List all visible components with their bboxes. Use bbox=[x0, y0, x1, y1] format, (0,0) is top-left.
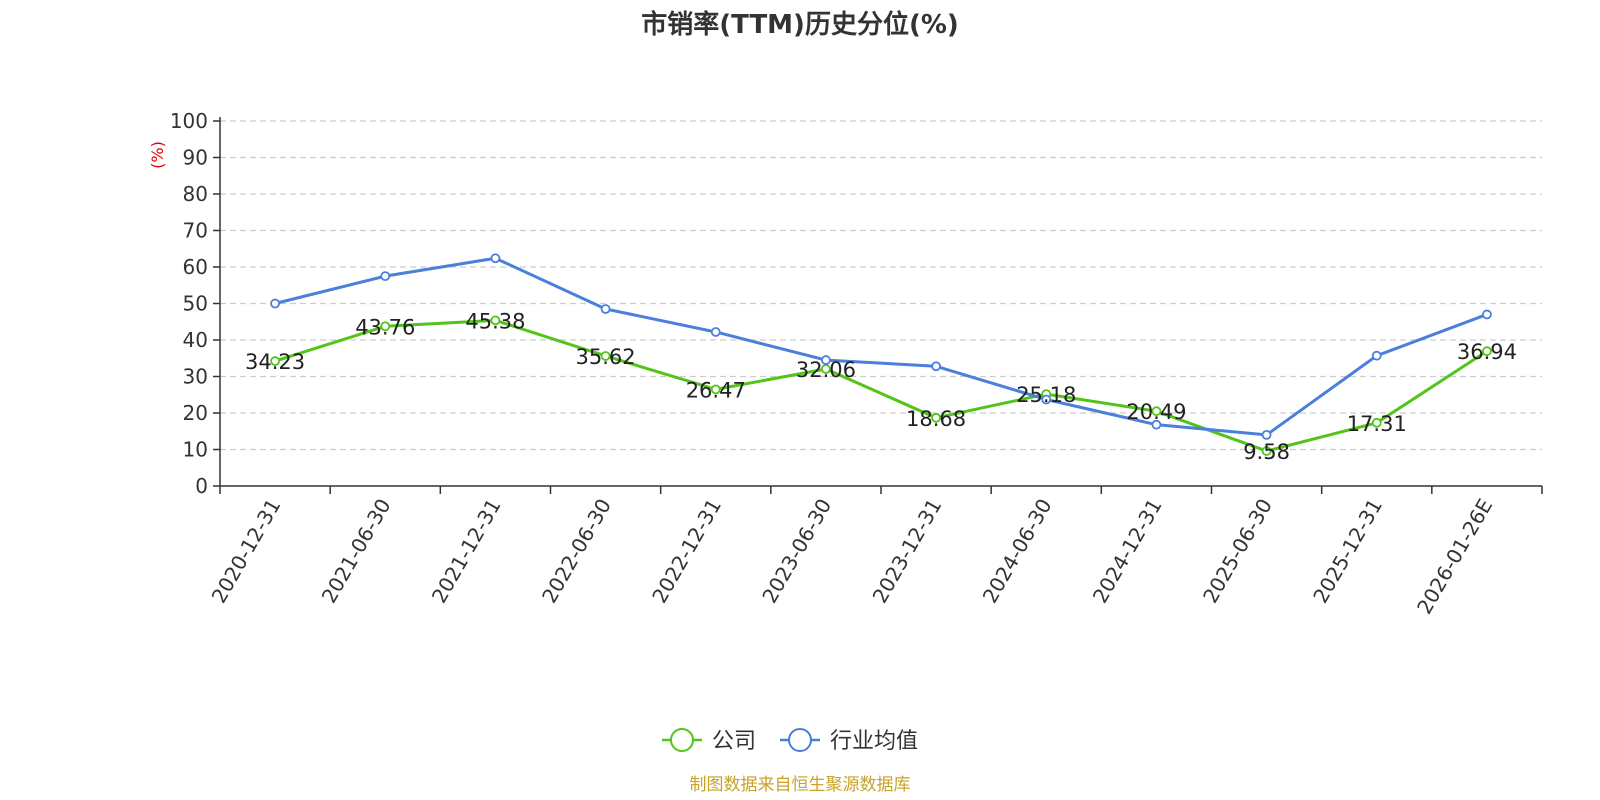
x-tick-label: 2024-06-30 bbox=[978, 495, 1057, 608]
data-point[interactable] bbox=[270, 356, 280, 366]
x-tick-label: 2024-12-31 bbox=[1088, 495, 1167, 608]
data-point[interactable] bbox=[931, 412, 941, 423]
series-company bbox=[270, 315, 1492, 456]
data-label: 43.76 bbox=[355, 315, 415, 339]
legend-label: 行业均值 bbox=[830, 729, 918, 754]
x-tick-label: 2023-06-30 bbox=[757, 495, 836, 608]
y-tick-label: 90 bbox=[183, 146, 208, 170]
data-point[interactable] bbox=[1151, 419, 1162, 430]
legend-item-industry-average[interactable]: 行业均值 bbox=[780, 728, 918, 754]
legend-marker-icon bbox=[788, 728, 812, 752]
x-tick-label: 2026-01-26E bbox=[1412, 495, 1497, 619]
data-label: 17.31 bbox=[1347, 412, 1407, 436]
data-label: 9.58 bbox=[1243, 440, 1290, 464]
data-point[interactable] bbox=[710, 384, 721, 395]
legend-item-company[interactable]: 公司 bbox=[662, 728, 756, 754]
data-point[interactable] bbox=[821, 355, 831, 365]
data-label: 34.23 bbox=[245, 350, 305, 374]
y-axis-unit-label: (%) bbox=[148, 141, 167, 169]
y-tick-label: 50 bbox=[183, 292, 208, 316]
data-point[interactable] bbox=[821, 364, 831, 374]
y-tick-label: 30 bbox=[183, 365, 208, 389]
y-tick-label: 40 bbox=[183, 328, 208, 352]
x-tick-label: 2021-12-31 bbox=[427, 495, 506, 608]
data-point[interactable] bbox=[1041, 394, 1052, 405]
x-tick-label: 2022-12-31 bbox=[647, 495, 726, 608]
legend-label: 公司 bbox=[712, 729, 756, 754]
data-label: 45.38 bbox=[465, 309, 525, 333]
x-tick-label: 2020-12-31 bbox=[207, 495, 286, 608]
data-point[interactable] bbox=[1482, 346, 1492, 357]
data-point[interactable] bbox=[931, 361, 941, 372]
data-label: 26.47 bbox=[686, 378, 746, 402]
y-tick-label: 20 bbox=[183, 401, 208, 425]
y-tick-label: 0 bbox=[195, 474, 208, 498]
x-tick-label: 2022-06-30 bbox=[537, 495, 616, 608]
x-tick-label: 2025-06-30 bbox=[1198, 495, 1277, 608]
data-point[interactable] bbox=[710, 327, 721, 337]
source-note: 制图数据来自恒生聚源数据库 bbox=[690, 775, 911, 795]
data-point[interactable] bbox=[1261, 429, 1272, 440]
data-point[interactable] bbox=[490, 315, 501, 326]
chart-title: 市销率(TTM)历史分位(%) bbox=[641, 9, 959, 40]
y-tick-label: 60 bbox=[183, 255, 208, 279]
data-point[interactable] bbox=[600, 351, 611, 361]
series-line bbox=[274, 256, 1488, 437]
data-point[interactable] bbox=[1261, 446, 1272, 456]
x-tick-label: 2025-12-31 bbox=[1308, 495, 1387, 608]
series-layer bbox=[270, 253, 1492, 456]
data-label: 20.49 bbox=[1126, 400, 1186, 424]
y-tick-label: 10 bbox=[183, 438, 208, 462]
data-point[interactable] bbox=[1371, 350, 1382, 361]
data-point[interactable] bbox=[490, 253, 501, 264]
data-labels: 34.23 43.76 45.38 35.62 26.47 32.06 18.68 25.18… bbox=[245, 309, 1517, 464]
y-tick-label: 100 bbox=[170, 109, 208, 133]
data-label: 36.94 bbox=[1457, 340, 1517, 364]
data-point[interactable] bbox=[380, 271, 391, 282]
data-point[interactable] bbox=[1151, 406, 1162, 417]
data-point[interactable] bbox=[380, 321, 391, 332]
x-tick-label: 2023-12-31 bbox=[868, 495, 947, 608]
x-tick-label: 2021-06-30 bbox=[317, 495, 396, 608]
data-point[interactable] bbox=[1371, 417, 1382, 428]
data-label: 35.62 bbox=[576, 345, 636, 369]
data-point[interactable] bbox=[270, 298, 280, 309]
data-label: 32.06 bbox=[796, 358, 856, 382]
series-line bbox=[274, 318, 1488, 453]
legend-marker-icon bbox=[670, 728, 694, 752]
data-point[interactable] bbox=[600, 304, 611, 314]
legend[interactable]: 公司 行业均值 bbox=[662, 728, 918, 754]
series-industry-average bbox=[270, 253, 1492, 440]
y-tick-label: 70 bbox=[183, 219, 208, 243]
grid-lines bbox=[220, 120, 1542, 451]
data-label: 18.68 bbox=[906, 407, 966, 431]
data-label: 25.18 bbox=[1016, 383, 1076, 407]
data-point[interactable] bbox=[1482, 309, 1492, 320]
y-tick-label: 80 bbox=[183, 182, 208, 206]
